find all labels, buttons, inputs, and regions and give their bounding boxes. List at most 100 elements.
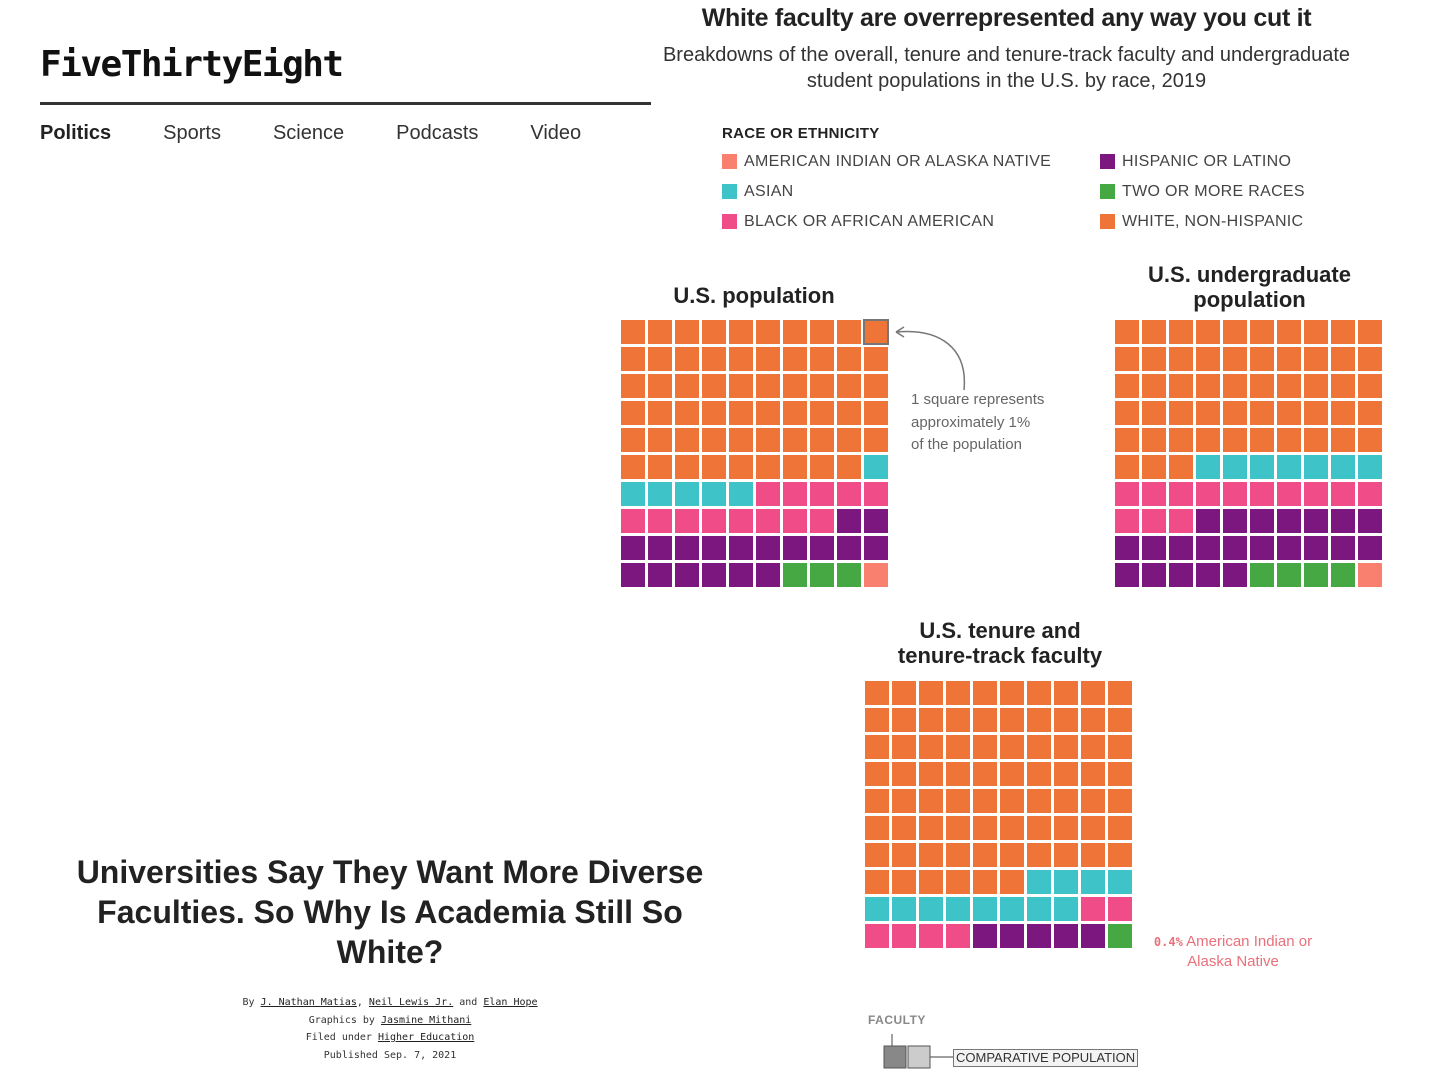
author-link-1[interactable]: J. Nathan Matias — [260, 997, 357, 1008]
waffle-square — [1108, 762, 1132, 786]
waffle-square — [1000, 708, 1024, 732]
waffle-square — [919, 708, 943, 732]
waffle-square — [675, 320, 699, 344]
nav-podcasts[interactable]: Podcasts — [396, 122, 479, 144]
waffle-undergraduate — [1115, 320, 1382, 587]
waffle-square — [837, 320, 861, 344]
article-byline: By J. Nathan Matias, Neil Lewis Jr. and … — [120, 994, 660, 1064]
waffle-square — [864, 374, 888, 398]
waffle-square — [729, 401, 753, 425]
waffle-square — [1027, 681, 1051, 705]
legend-label: ASIAN — [744, 182, 794, 200]
graphics-author-link[interactable]: Jasmine Mithani — [380, 1014, 472, 1026]
waffle-square — [1142, 347, 1166, 371]
waffle-square — [1142, 509, 1166, 533]
waffle-square — [837, 401, 861, 425]
author-link-2[interactable]: Neil Lewis Jr. — [368, 997, 454, 1008]
waffle-square — [729, 563, 753, 587]
legend-item: BLACK OR AFRICAN AMERICAN — [722, 212, 1100, 231]
waffle-square — [1000, 897, 1024, 921]
by-prefix: By — [242, 997, 255, 1008]
waffle-square — [919, 870, 943, 894]
panel-title-faculty: U.S. tenure and tenure-track faculty — [897, 618, 1103, 668]
waffle-square — [1304, 455, 1328, 479]
waffle-square — [1115, 455, 1139, 479]
nav-science[interactable]: Science — [272, 122, 345, 144]
waffle-square — [1081, 816, 1105, 840]
legend-label: BLACK OR AFRICAN AMERICAN — [744, 212, 995, 230]
header-divider — [40, 102, 651, 105]
waffle-square — [1169, 428, 1193, 452]
waffle-square — [865, 708, 889, 732]
waffle-square — [1196, 563, 1220, 587]
waffle-square — [702, 536, 726, 560]
waffle-square — [865, 843, 889, 867]
waffle-square — [1223, 347, 1247, 371]
waffle-square — [1331, 536, 1355, 560]
waffle-square — [1277, 563, 1301, 587]
waffle-square — [810, 563, 834, 587]
waffle-square — [1331, 347, 1355, 371]
waffle-square — [1169, 563, 1193, 587]
waffle-square — [1115, 374, 1139, 398]
aian-percent: 0.4% — [1153, 935, 1183, 949]
waffle-square — [729, 320, 753, 344]
legend-swatch — [1100, 154, 1115, 169]
legend-item: AMERICAN INDIAN OR ALASKA NATIVE — [722, 152, 1100, 171]
waffle-square — [1250, 320, 1274, 344]
waffle-square — [919, 762, 943, 786]
waffle-square — [1223, 455, 1247, 479]
legend-swatch — [722, 184, 737, 199]
legend-title: RACE OR ETHNICITY — [722, 125, 880, 142]
waffle-square — [837, 374, 861, 398]
waffle-square — [1108, 681, 1132, 705]
waffle-square — [865, 870, 889, 894]
waffle-square — [1304, 401, 1328, 425]
waffle-square — [1054, 735, 1078, 759]
waffle-square — [1331, 482, 1355, 506]
nav-video[interactable]: Video — [530, 122, 582, 144]
waffle-square — [756, 347, 780, 371]
nav-politics[interactable]: Politics — [40, 122, 112, 144]
waffle-square — [729, 374, 753, 398]
waffle-square — [1223, 536, 1247, 560]
waffle-square — [648, 347, 672, 371]
waffle-square — [1081, 735, 1105, 759]
waffle-square — [837, 509, 861, 533]
waffle-square — [756, 482, 780, 506]
waffle-square — [810, 509, 834, 533]
waffle-square — [946, 789, 970, 813]
waffle-square — [919, 816, 943, 840]
waffle-square — [621, 428, 645, 452]
note-line: of the population — [911, 436, 1022, 453]
waffle-square — [783, 428, 807, 452]
waffle-square — [1331, 455, 1355, 479]
waffle-square — [621, 509, 645, 533]
waffle-square — [1108, 897, 1132, 921]
author-link-3[interactable]: Elan Hope — [483, 997, 538, 1008]
filed-topic-link[interactable]: Higher Education — [377, 1032, 475, 1043]
waffle-square — [865, 735, 889, 759]
waffle-square — [1000, 681, 1024, 705]
legend-item: TWO OR MORE RACES — [1100, 182, 1360, 201]
waffle-square — [973, 924, 997, 948]
aian-text: American Indian or Alaska Native — [1186, 933, 1313, 970]
panel-title-undergraduate: U.S. undergraduate population — [1148, 262, 1351, 312]
waffle-square — [1250, 347, 1274, 371]
waffle-square — [1223, 374, 1247, 398]
site-logo[interactable]: FiveThirtyEight — [40, 44, 344, 85]
waffle-square — [1000, 870, 1024, 894]
waffle-square — [864, 401, 888, 425]
waffle-square — [1169, 374, 1193, 398]
waffle-square — [1142, 563, 1166, 587]
legend-item: HISPANIC OR LATINO — [1100, 152, 1360, 171]
waffle-square — [1054, 870, 1078, 894]
waffle-square — [1115, 320, 1139, 344]
waffle-square — [865, 816, 889, 840]
nav-sports[interactable]: Sports — [163, 122, 221, 144]
waffle-square — [1115, 482, 1139, 506]
waffle-square — [702, 509, 726, 533]
waffle-square — [675, 374, 699, 398]
waffle-square — [1081, 843, 1105, 867]
waffle-square — [973, 789, 997, 813]
